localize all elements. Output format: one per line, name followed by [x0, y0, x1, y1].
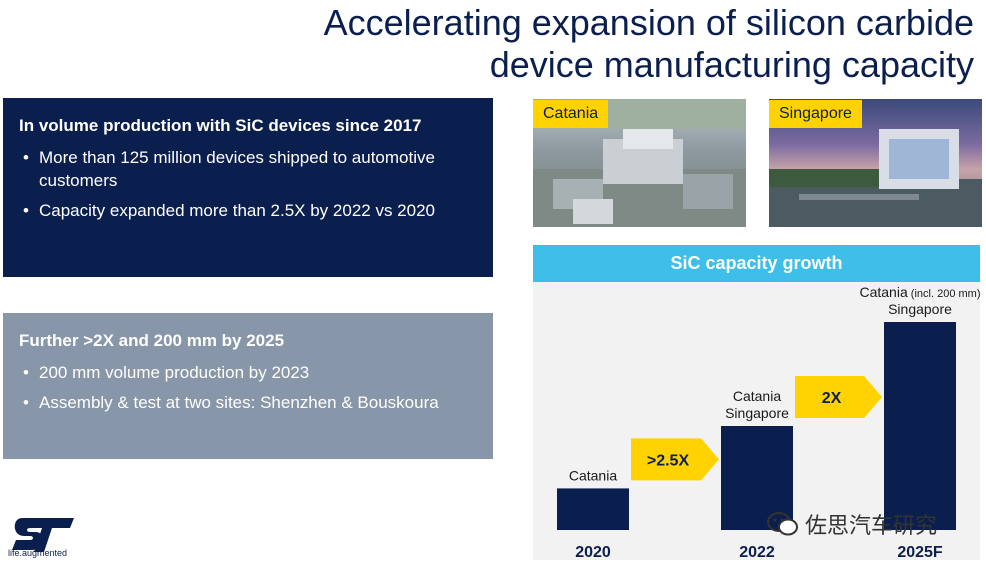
chart-title: SiC capacity growth: [533, 245, 980, 282]
list-item: Capacity expanded more than 2.5X by 2022…: [23, 199, 477, 222]
growth-arrow: [795, 376, 882, 418]
watermark-text: 佐思汽车研究: [805, 513, 938, 538]
x-tick-label: 2020: [575, 544, 611, 561]
bar-annotation: Singapore: [725, 405, 789, 421]
watermark: 佐思汽车研究: [767, 508, 937, 540]
volume-production-box: In volume production with SiC devices si…: [3, 98, 493, 277]
list-item: Assembly & test at two sites: Shenzhen &…: [23, 391, 477, 414]
growth-arrow-label: 2X: [822, 390, 842, 407]
future-expansion-heading: Further >2X and 200 mm by 2025: [19, 331, 285, 350]
volume-production-list: More than 125 million devices shipped to…: [19, 146, 477, 222]
st-logo-icon: [12, 518, 74, 552]
growth-arrow-label: >2.5X: [647, 452, 690, 469]
singapore-site-photo: Singapore: [769, 99, 982, 227]
singapore-label: Singapore: [769, 100, 862, 128]
future-expansion-list: 200 mm volume production by 2023 Assembl…: [19, 361, 477, 414]
bar-annotation: Catania: [733, 388, 781, 404]
x-tick-label: 2022: [739, 544, 775, 561]
growth-arrow: [631, 438, 719, 481]
title-line-2: device manufacturing capacity: [489, 44, 974, 85]
list-item: More than 125 million devices shipped to…: [23, 146, 477, 192]
future-expansion-box: Further >2X and 200 mm by 2025 200 mm vo…: [3, 313, 493, 459]
bar-2020: [557, 488, 629, 530]
bar-annotation: Catania (incl. 200 mm): [859, 284, 980, 300]
list-item: 200 mm volume production by 2023: [23, 361, 477, 384]
singapore-photo-art: [769, 129, 982, 227]
page-title: Accelerating expansion of silicon carbid…: [214, 2, 974, 86]
bar-2025f: [884, 322, 956, 530]
x-tick-label: 2025F: [897, 544, 943, 561]
title-line-1: Accelerating expansion of silicon carbid…: [323, 2, 974, 43]
bar-annotation: Singapore: [888, 301, 952, 317]
wechat-icon: [767, 512, 798, 536]
catania-label: Catania: [533, 100, 609, 128]
catania-site-photo: Catania: [533, 99, 746, 227]
bar-annotation: Catania: [569, 467, 617, 483]
logo-tagline: life.augmented: [8, 548, 68, 558]
volume-production-heading: In volume production with SiC devices si…: [19, 116, 422, 135]
